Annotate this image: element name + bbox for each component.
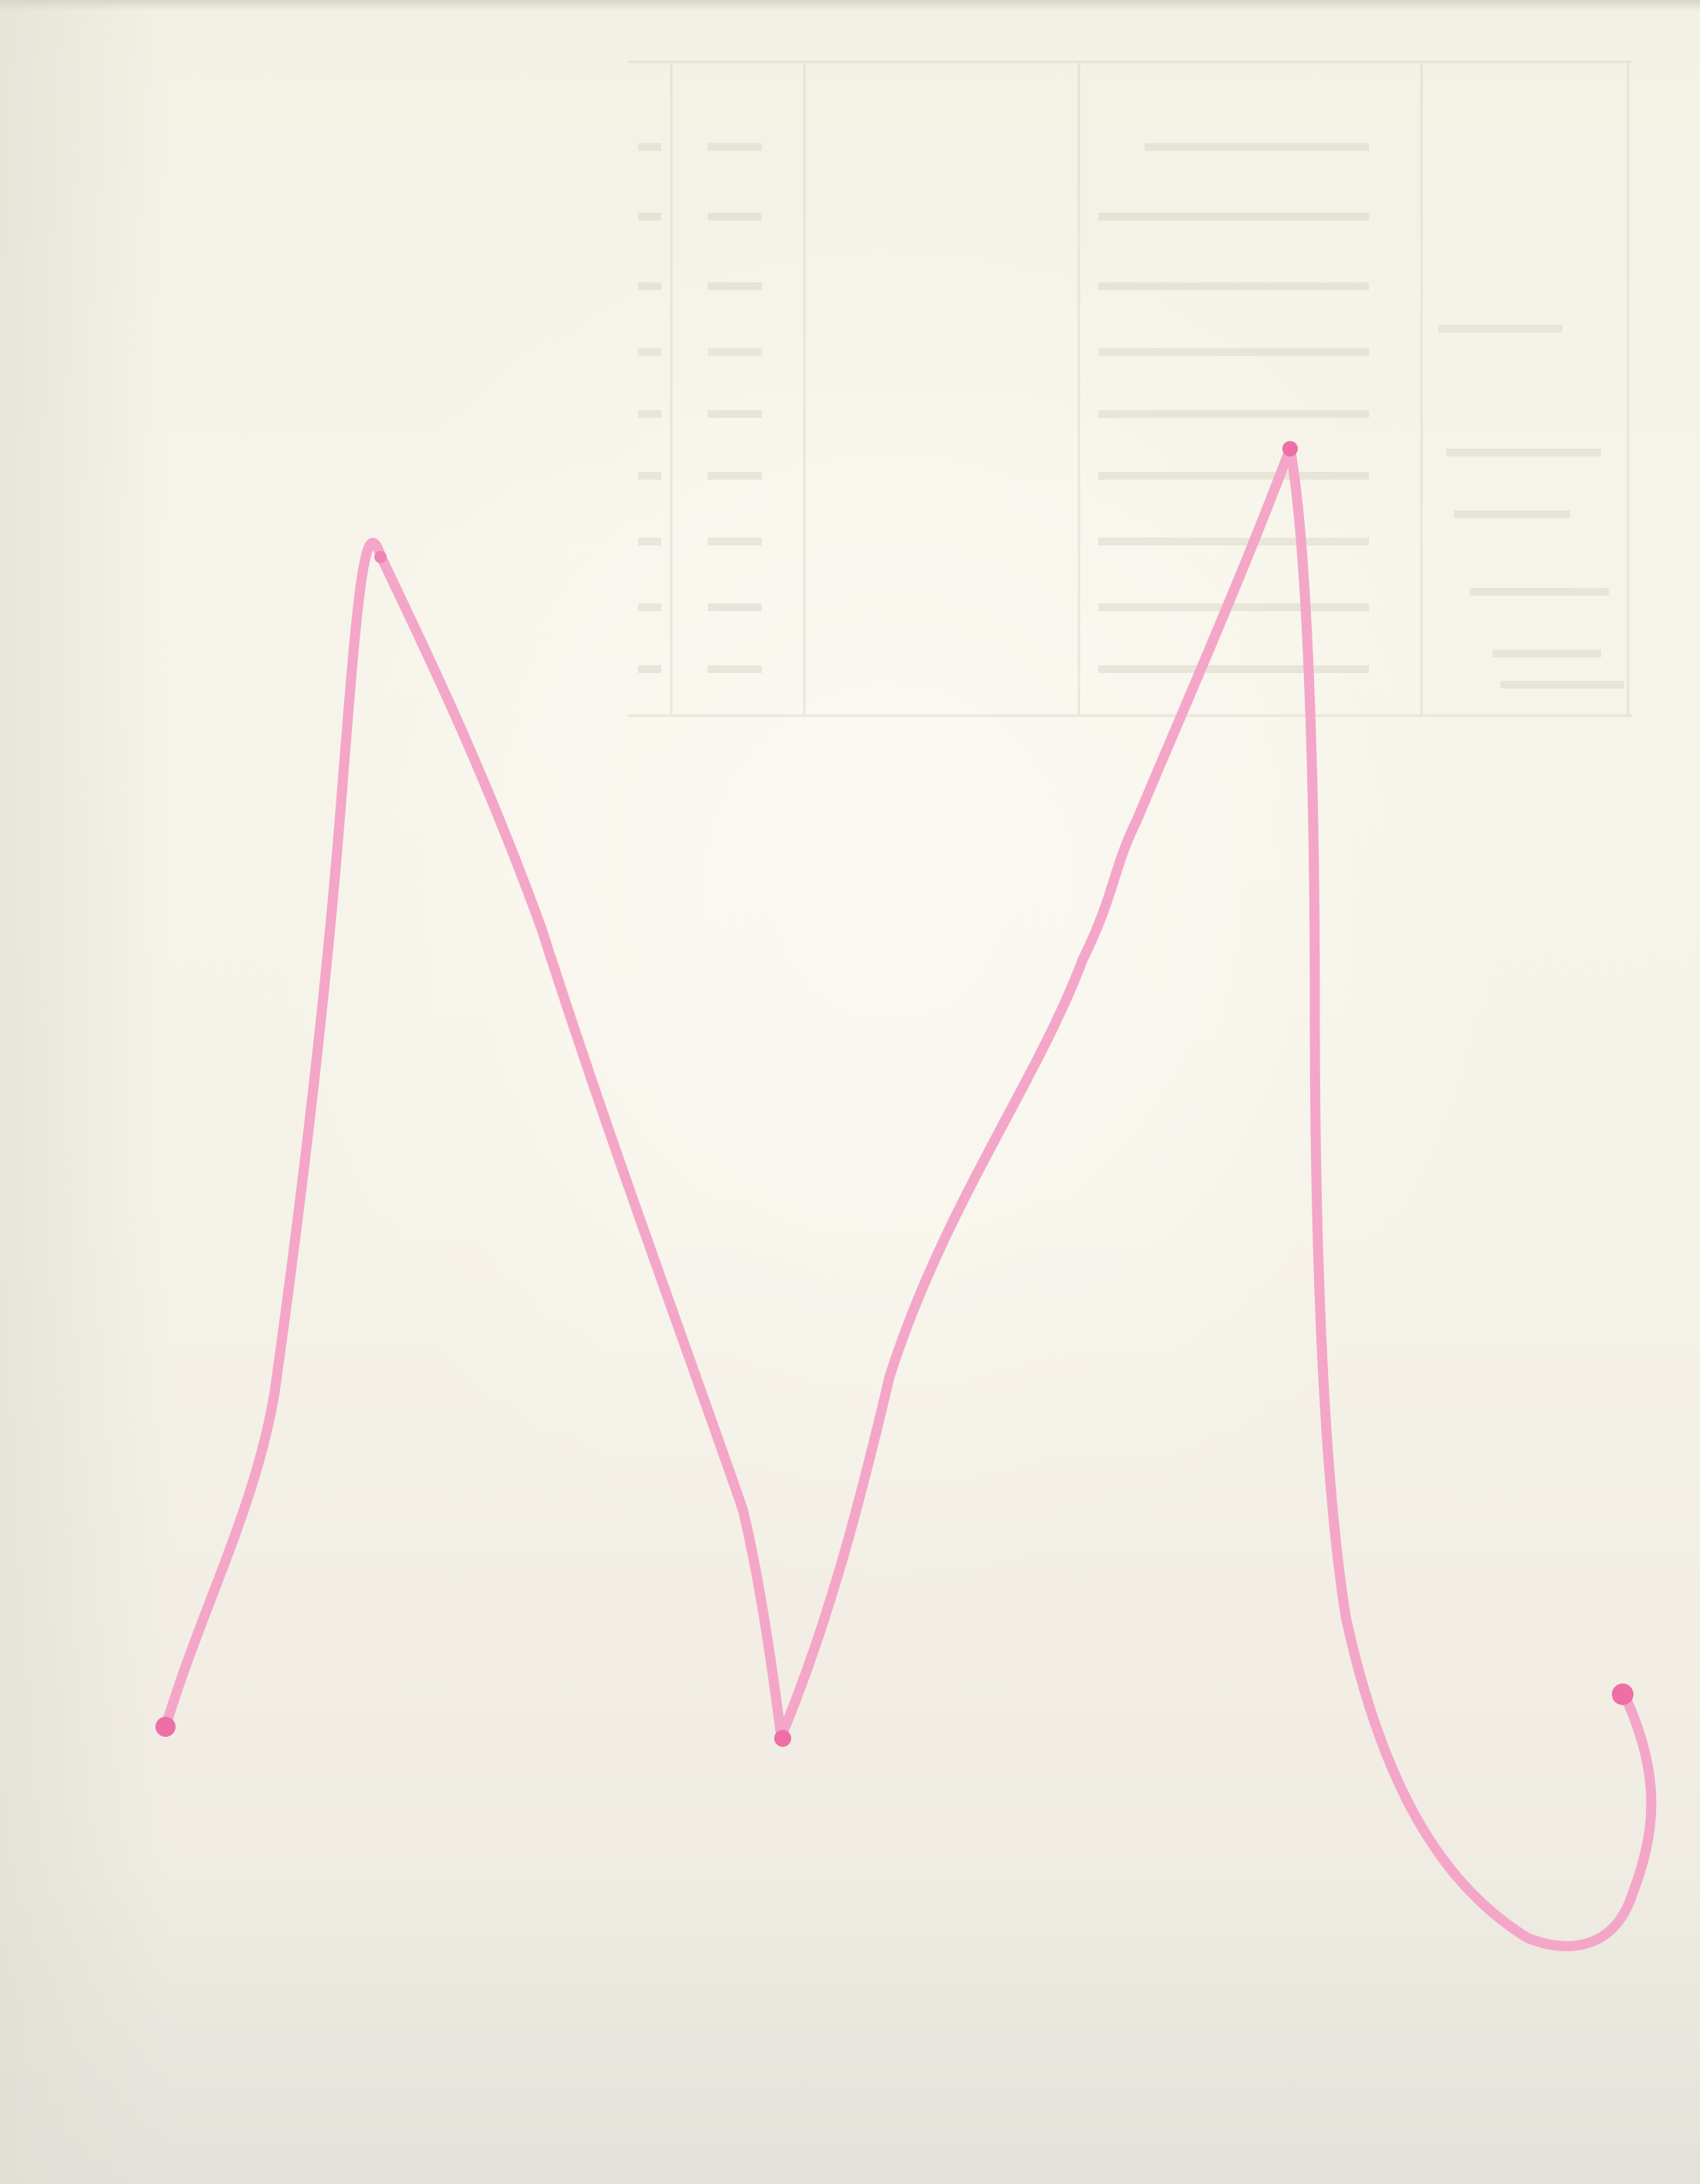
marker-stroke bbox=[160, 443, 1657, 1952]
left-peak-dot bbox=[374, 551, 387, 563]
start-dot bbox=[155, 1717, 176, 1737]
top-paper-edge bbox=[0, 0, 1700, 11]
right-peak-dot bbox=[1282, 441, 1298, 456]
end-dot bbox=[1612, 1683, 1633, 1705]
left-shadow bbox=[0, 0, 170, 2184]
bottom-shadow bbox=[0, 1859, 1700, 2184]
valley-dot bbox=[774, 1730, 791, 1747]
